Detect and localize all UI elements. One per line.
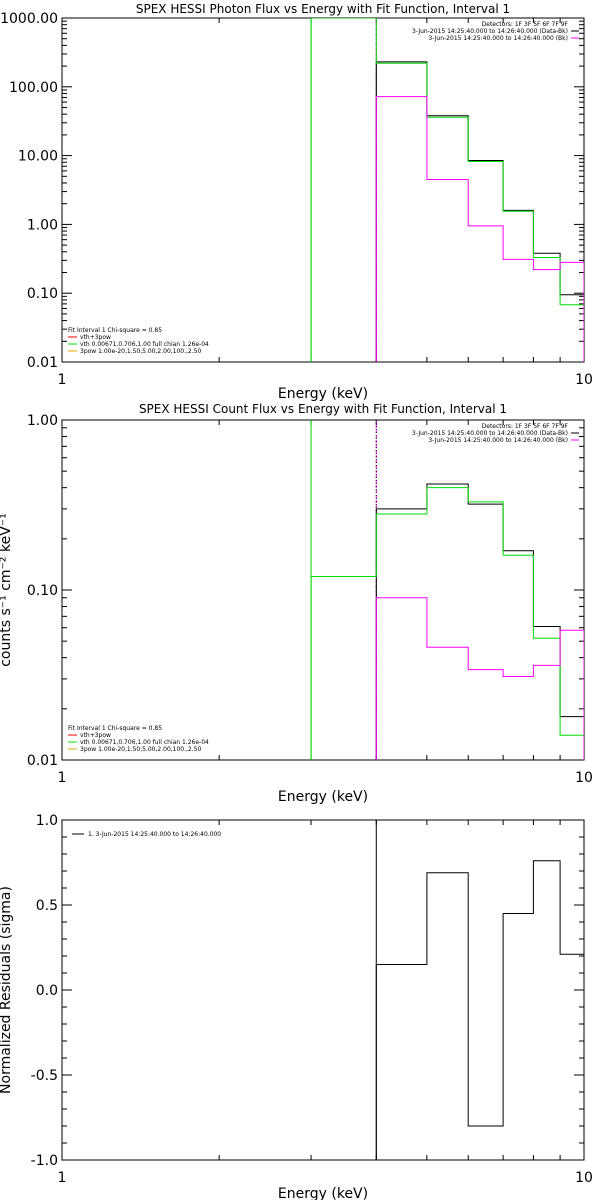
series-line-1	[375, 860, 584, 1160]
fit-legend-entry: 3pow 1.00e-20,1.50,5.00,2.00,100.,2.50	[80, 348, 201, 355]
x-axis-label: Energy (keV)	[278, 1186, 368, 1200]
residual-legend-entry: 1. 3-Jun-2015 14:25:40.000 to 14:26:40.0…	[88, 831, 221, 838]
x-tick-label: 10	[575, 372, 593, 388]
fit-legend-entry: Fit Interval 1 Chi-square = 0.85	[68, 327, 162, 334]
y-tick-label: 1.00	[27, 217, 58, 233]
legend-entry: Detectors: 1F 3F 5F 6F 7F 9F	[482, 21, 569, 28]
legend-entry: 3-Jun-2015 14:25:40.000 to 14:26:40.000 …	[428, 35, 568, 42]
series-line-3	[375, 96, 584, 362]
plot-area-3	[375, 820, 584, 1160]
y-tick-label: 0.01	[27, 753, 58, 769]
series-line-1	[375, 61, 584, 362]
x-tick-label: 10	[575, 770, 593, 786]
y-tick-label: -1.0	[31, 1153, 58, 1169]
chart-title: SPEX HESSI Count Flux vs Energy with Fit…	[139, 402, 507, 416]
plot-area-1	[310, 18, 584, 362]
series-line-1	[375, 483, 584, 760]
y-tick-label: 0.10	[27, 286, 58, 302]
y-tick-label: 0.01	[27, 355, 58, 371]
y-tick-label: -0.5	[31, 1068, 58, 1084]
legend-entry: 3-Jun-2015 14:25:40.000 to 14:26:40.000 …	[412, 28, 568, 35]
fit-legend-entry: vth+3pow	[80, 334, 111, 341]
series-line-3	[375, 597, 584, 760]
x-tick-label: 1	[58, 372, 67, 388]
y-tick-label: 0.0	[36, 983, 58, 999]
y-tick-label: 10.00	[18, 149, 58, 165]
x-tick-label: 1	[58, 1170, 67, 1186]
plot-frame	[61, 819, 585, 1161]
fit-legend-entry: vth 0.00671,0.706,1.00 full chian 1.26e-…	[80, 739, 209, 746]
legend-entry: Detectors: 1F 3F 5F 6F 7F 9F	[482, 423, 569, 430]
fit-legend-entry: vth 0.00671,0.706,1.00 full chian 1.26e-…	[80, 341, 209, 348]
x-tick-label: 1	[58, 770, 67, 786]
legend-entry: 3-Jun-2015 14:25:40.000 to 14:26:40.000 …	[412, 430, 568, 437]
fit-legend-entry: 3pow 1.00e-20,1.50,5.00,2.00,100.,2.50	[80, 746, 201, 753]
chart-panel-3	[61, 819, 585, 1161]
y-tick-label: 1000.00	[0, 11, 58, 27]
x-axis-label: Energy (keV)	[278, 789, 368, 805]
y-axis-label: Normalized Residuals (sigma)	[0, 886, 14, 1094]
fit-legend-entry: Fit Interval 1 Chi-square = 0.85	[68, 725, 162, 732]
x-tick-label: 10	[575, 1170, 593, 1186]
series-line-2	[310, 18, 584, 362]
y-tick-label: 1.00	[27, 413, 58, 429]
x-axis-label: Energy (keV)	[278, 386, 368, 402]
plot-area-2	[310, 420, 584, 760]
series-line-2	[310, 487, 584, 760]
y-tick-label: 100.00	[9, 80, 58, 96]
fit-legend-entry: vth+3pow	[80, 732, 111, 739]
y-tick-label: 1.0	[36, 813, 58, 829]
y-tick-label: 0.10	[27, 583, 58, 599]
plot-frame	[61, 17, 585, 363]
chart-panel-1	[61, 17, 585, 363]
plot-frame	[61, 419, 585, 761]
chart-title: SPEX HESSI Photon Flux vs Energy with Fi…	[136, 2, 510, 16]
chart-panel-2	[61, 419, 585, 761]
legend-entry: 3-Jun-2015 14:25:40.000 to 14:26:40.000 …	[428, 437, 568, 444]
y-axis-label: counts s⁻¹ cm⁻² keV⁻¹	[0, 513, 14, 667]
y-tick-label: 0.5	[36, 898, 58, 914]
